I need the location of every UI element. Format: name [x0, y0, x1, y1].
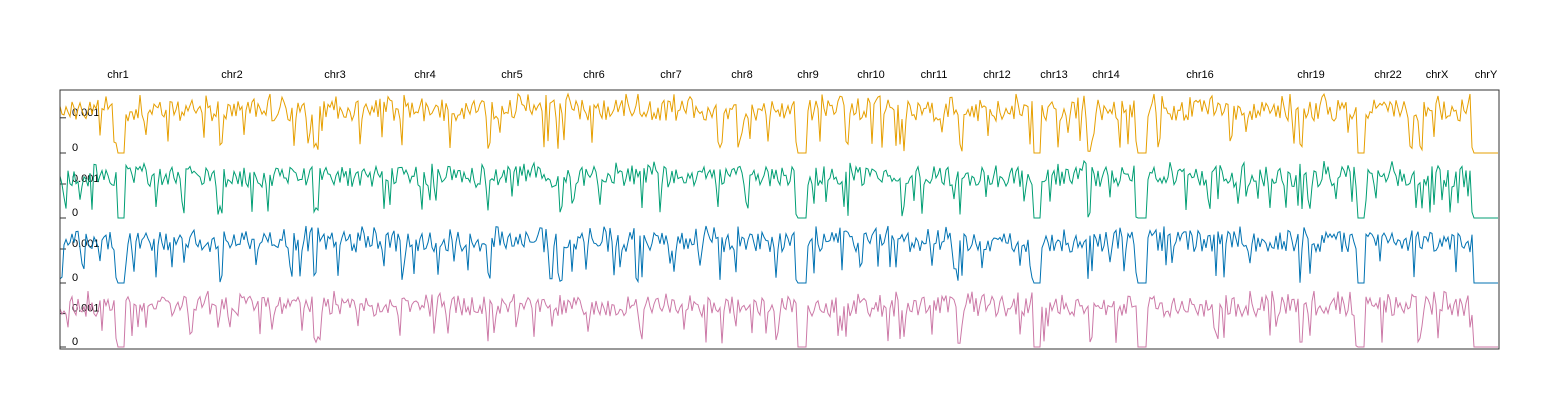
- series-line-3: [59, 225, 1498, 284]
- chromosome-label-chrX: chrX: [1426, 69, 1449, 81]
- chromosome-label-chr3: chr3: [324, 69, 345, 81]
- chromosome-label-chr9: chr9: [797, 69, 818, 81]
- y-tick-label: 0: [72, 142, 78, 154]
- y-tick-label: 0: [72, 336, 78, 348]
- chromosome-label-chr13: chr13: [1040, 69, 1068, 81]
- chromosome-label-chr1: chr1: [107, 69, 128, 81]
- chromosome-label-chr5: chr5: [501, 69, 522, 81]
- y-tick-label: 0: [72, 272, 78, 284]
- chromosome-label-chr19: chr19: [1297, 69, 1325, 81]
- series-line-1: [59, 92, 1498, 154]
- series-line-4: [59, 290, 1498, 348]
- chromosome-label-chr8: chr8: [731, 69, 752, 81]
- chromosome-label-chr14: chr14: [1092, 69, 1120, 81]
- chromosome-label-chr12: chr12: [983, 69, 1011, 81]
- series-line-2: [59, 159, 1498, 219]
- chromosome-label-chrY: chrY: [1475, 69, 1498, 81]
- chromosome-label-chr10: chr10: [857, 69, 885, 81]
- chromosome-labels: chr1 chr2 chr3 chr4 chr5 chr6 chr7 chr8 chr9 chr1…: [107, 69, 1498, 81]
- chromosome-label-chr22: chr22: [1374, 69, 1402, 81]
- plot-frame: [59, 89, 1500, 350]
- chromosome-label-chr7: chr7: [660, 69, 681, 81]
- chromosome-label-chr4: chr4: [414, 69, 435, 81]
- chromosome-label-chr2: chr2: [221, 69, 242, 81]
- chromosome-label-chr16: chr16: [1186, 69, 1214, 81]
- chromosome-label-chr11: chr11: [921, 69, 948, 81]
- chromosome-label-chr6: chr6: [583, 69, 604, 81]
- y-tick-label: 0: [72, 207, 78, 219]
